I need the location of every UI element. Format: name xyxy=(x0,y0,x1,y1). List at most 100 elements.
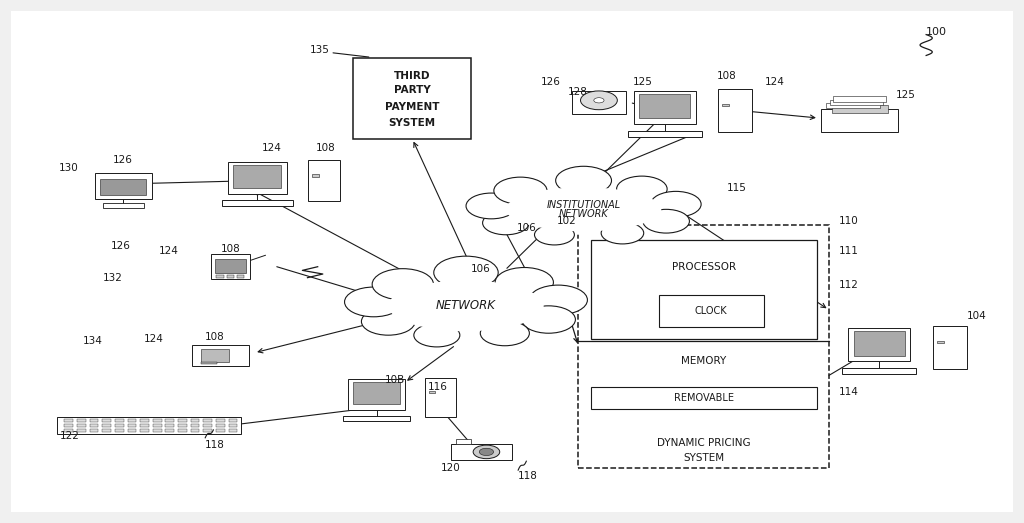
Bar xyxy=(348,379,404,410)
Circle shape xyxy=(594,98,604,103)
Text: 116: 116 xyxy=(428,382,449,392)
Bar xyxy=(833,96,887,101)
Text: 106: 106 xyxy=(517,223,537,233)
Text: 10B: 10B xyxy=(385,376,406,385)
Bar xyxy=(102,428,111,432)
Bar xyxy=(100,179,146,195)
Text: 108: 108 xyxy=(315,143,336,153)
Bar xyxy=(451,444,512,460)
Bar xyxy=(102,418,111,422)
Bar xyxy=(831,105,888,113)
Text: 125: 125 xyxy=(633,76,652,86)
Text: 111: 111 xyxy=(840,246,859,256)
Text: SYSTEM: SYSTEM xyxy=(389,118,436,128)
Bar xyxy=(849,328,910,361)
Bar xyxy=(166,424,174,427)
Text: 120: 120 xyxy=(440,462,460,473)
Bar xyxy=(216,428,224,432)
Bar xyxy=(233,165,282,188)
Text: 115: 115 xyxy=(727,184,746,194)
Bar xyxy=(190,418,200,422)
Text: 126: 126 xyxy=(114,155,133,165)
Bar xyxy=(77,424,86,427)
Bar xyxy=(153,418,162,422)
Circle shape xyxy=(496,267,553,297)
Bar xyxy=(718,89,752,132)
Bar xyxy=(456,439,471,444)
Circle shape xyxy=(601,222,644,244)
Circle shape xyxy=(344,287,402,317)
Bar xyxy=(425,378,456,417)
Text: 118: 118 xyxy=(205,440,225,450)
Bar xyxy=(204,424,212,427)
Bar xyxy=(312,174,318,177)
Bar xyxy=(634,90,695,124)
Bar xyxy=(829,99,884,105)
Circle shape xyxy=(434,256,499,289)
Text: 108: 108 xyxy=(717,71,736,82)
Bar xyxy=(216,424,224,427)
Text: PROCESSOR: PROCESSOR xyxy=(672,263,736,272)
Bar xyxy=(937,341,944,343)
Bar xyxy=(826,103,881,108)
Text: REMOVABLE: REMOVABLE xyxy=(674,393,734,403)
Bar xyxy=(215,259,246,273)
Bar xyxy=(228,428,238,432)
Circle shape xyxy=(480,321,529,346)
Text: SYSTEM: SYSTEM xyxy=(683,453,724,463)
Text: 126: 126 xyxy=(112,241,131,251)
Bar xyxy=(128,424,136,427)
Bar xyxy=(140,418,148,422)
Circle shape xyxy=(414,323,460,347)
Bar xyxy=(843,368,916,374)
Bar xyxy=(222,200,293,206)
Circle shape xyxy=(521,306,575,333)
Text: MEMORY: MEMORY xyxy=(681,356,726,366)
Text: NETWORK: NETWORK xyxy=(436,299,496,312)
Text: 104: 104 xyxy=(967,311,987,321)
Bar xyxy=(95,173,152,199)
Bar xyxy=(115,424,124,427)
Text: 114: 114 xyxy=(840,387,859,397)
Bar xyxy=(102,424,111,427)
Bar xyxy=(77,418,86,422)
Circle shape xyxy=(529,285,588,315)
Bar xyxy=(353,58,471,139)
Circle shape xyxy=(466,193,516,219)
Bar xyxy=(227,162,287,194)
Bar xyxy=(353,382,399,404)
Bar xyxy=(579,225,829,468)
Circle shape xyxy=(494,177,547,204)
Text: 128: 128 xyxy=(568,87,588,97)
Text: PAYMENT: PAYMENT xyxy=(385,101,439,111)
Circle shape xyxy=(535,224,574,245)
Bar xyxy=(572,90,626,114)
Bar xyxy=(639,94,690,118)
Bar xyxy=(933,326,967,369)
Bar xyxy=(193,345,249,366)
Text: 106: 106 xyxy=(471,264,490,275)
Text: NETWORK: NETWORK xyxy=(559,209,608,219)
Text: CLOCK: CLOCK xyxy=(695,306,728,316)
Bar xyxy=(429,391,435,393)
Text: 108: 108 xyxy=(220,244,241,254)
Text: 118: 118 xyxy=(518,471,538,481)
Bar xyxy=(722,104,729,106)
Bar xyxy=(90,424,98,427)
Bar xyxy=(65,424,73,427)
Circle shape xyxy=(650,191,701,217)
Text: 124: 124 xyxy=(765,76,784,86)
Circle shape xyxy=(479,448,494,456)
Circle shape xyxy=(643,209,689,233)
Text: 108: 108 xyxy=(205,332,225,342)
Text: 124: 124 xyxy=(159,246,179,256)
Circle shape xyxy=(482,211,529,235)
Bar xyxy=(190,428,200,432)
Bar xyxy=(228,418,238,422)
Bar xyxy=(211,254,250,279)
Bar xyxy=(308,160,340,201)
Text: DYNAMIC PRICING: DYNAMIC PRICING xyxy=(657,438,751,448)
Circle shape xyxy=(361,308,415,335)
Bar xyxy=(216,275,223,278)
Text: 135: 135 xyxy=(310,46,330,55)
